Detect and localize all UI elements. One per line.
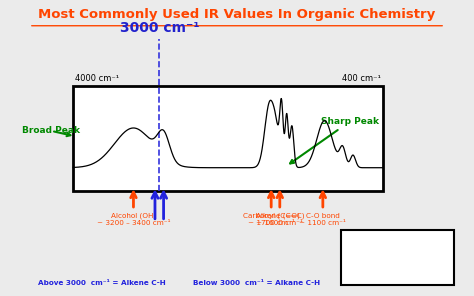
Text: 3000 cm⁻¹: 3000 cm⁻¹ <box>119 21 199 35</box>
Text: Alkene (C=C)
~ 1600 cm⁻¹: Alkene (C=C) ~ 1600 cm⁻¹ <box>255 213 304 226</box>
Text: Carbonyl (C=O)
~ 1700 cm⁻¹: Carbonyl (C=O) ~ 1700 cm⁻¹ <box>243 213 300 226</box>
Text: C-O bond
~ 1100 cm⁻¹: C-O bond ~ 1100 cm⁻¹ <box>300 213 346 226</box>
Text: Other peaks:: Other peaks: <box>346 234 404 243</box>
Text: Alkyne (C-H): 3300 cm⁻¹ (sharp): Alkyne (C-H): 3300 cm⁻¹ (sharp) <box>346 268 453 275</box>
Text: 400 cm⁻¹: 400 cm⁻¹ <box>342 74 381 83</box>
Bar <box>73 86 383 191</box>
Text: Alcohol (OH)
~ 3200 – 3400 cm⁻¹: Alcohol (OH) ~ 3200 – 3400 cm⁻¹ <box>97 213 170 226</box>
Text: Sharp Peak: Sharp Peak <box>290 117 379 163</box>
Bar <box>341 231 454 285</box>
Text: Below 3000  cm⁻¹ = Alkane C-H: Below 3000 cm⁻¹ = Alkane C-H <box>193 281 320 287</box>
Text: 4000 cm⁻¹: 4000 cm⁻¹ <box>75 74 119 83</box>
Text: Above 3000  cm⁻¹ = Alkene C-H: Above 3000 cm⁻¹ = Alkene C-H <box>38 281 165 287</box>
Text: N-H: 3500 cm⁻¹ (broad/sharp): N-H: 3500 cm⁻¹ (broad/sharp) <box>346 250 445 258</box>
Text: Broad Peak: Broad Peak <box>22 126 80 136</box>
Text: Most Commonly Used IR Values In Organic Chemistry: Most Commonly Used IR Values In Organic … <box>38 8 436 21</box>
